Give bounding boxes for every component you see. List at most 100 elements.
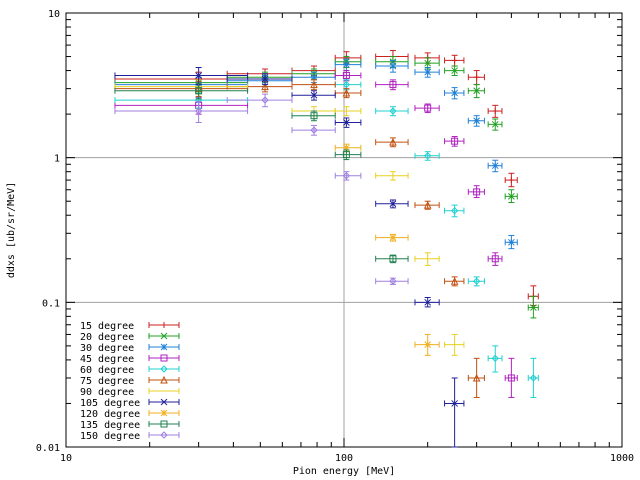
marker-cross: [451, 400, 458, 407]
marker-star: [389, 62, 397, 70]
legend-label: 75 degree: [80, 376, 134, 387]
marker-star: [508, 238, 515, 246]
legend-label: 90 degree: [80, 387, 134, 398]
data-point: [444, 65, 465, 76]
data-point: [334, 171, 362, 181]
x-axis-label: Pion energy [MeV]: [293, 466, 395, 477]
legend-label: 30 degree: [80, 343, 134, 354]
data-point: [114, 100, 249, 124]
marker-star: [343, 61, 350, 68]
y-tick-label: 1: [54, 154, 60, 165]
data-point: [527, 357, 539, 398]
data-point: [414, 103, 440, 114]
legend-entry: 120 degree: [80, 409, 180, 420]
data-point: [504, 172, 518, 188]
marker-star: [491, 162, 499, 170]
data-point: [487, 159, 503, 173]
data-marks: [114, 50, 539, 448]
data-point: [375, 233, 409, 242]
data-point: [414, 252, 440, 266]
data-point: [375, 79, 409, 91]
marker-cross: [424, 59, 432, 67]
marker-square: [160, 420, 168, 428]
legend-label: 60 degree: [80, 365, 134, 376]
data-point: [334, 117, 362, 128]
marker-diamond: [423, 152, 432, 160]
marker-diamond: [261, 96, 269, 104]
legend-entry: 15 degree: [80, 321, 180, 332]
data-point: [291, 90, 336, 101]
data-point: [226, 93, 293, 108]
legend-entry: 90 degree: [80, 387, 180, 398]
series-8: [114, 67, 465, 448]
data-point: [444, 377, 465, 448]
data-point: [467, 115, 485, 127]
marker-triangle: [342, 88, 351, 97]
marker-diamond: [194, 107, 203, 115]
data-point: [334, 106, 362, 117]
legend-entry: 75 degree: [80, 375, 180, 387]
data-point: [226, 73, 293, 86]
data-point: [444, 136, 465, 147]
data-point: [487, 104, 503, 118]
marker-diamond: [310, 126, 318, 134]
marker-diamond: [529, 374, 538, 382]
data-point: [414, 296, 440, 308]
data-point: [504, 357, 518, 398]
marker-star: [424, 68, 432, 76]
marker-cross: [424, 298, 432, 306]
marker-cross: [473, 87, 480, 95]
legend-entry: 105 degree: [80, 398, 180, 409]
x-tick-label: 10: [60, 453, 72, 464]
marker-triangle: [472, 373, 481, 382]
y-tick-label: 10: [48, 9, 60, 20]
legend-entry: 30 degree: [80, 343, 180, 354]
legend-label: 15 degree: [80, 321, 134, 332]
marker-diamond: [160, 431, 168, 439]
marker-star: [389, 234, 397, 241]
data-point: [375, 277, 409, 285]
series-10: [114, 83, 409, 264]
data-point: [114, 83, 249, 100]
axis-ticks: 10 100 1000 0.01 0.1 1 10: [36, 9, 634, 464]
y-axis-label: ddxs [ub/sr/MeV]: [6, 182, 17, 278]
data-point: [414, 333, 440, 356]
data-point: [291, 79, 336, 91]
legend-entry: 20 degree: [80, 332, 180, 343]
marker-diamond: [160, 365, 168, 373]
legend-entry: 135 degree: [80, 420, 180, 431]
legend-label: 20 degree: [80, 332, 134, 343]
marker-diamond: [342, 80, 351, 89]
legend-label: 135 degree: [80, 420, 140, 431]
marker-star: [473, 117, 480, 125]
data-point: [444, 204, 465, 218]
marker-star: [424, 341, 432, 348]
marker-star: [160, 409, 168, 417]
marker-diamond: [491, 354, 499, 363]
legend-label: 150 degree: [80, 431, 140, 442]
marker-square: [507, 374, 515, 382]
series-9: [334, 143, 440, 356]
marker-star: [160, 343, 168, 351]
marker-triangle: [160, 375, 168, 384]
series-4: [114, 70, 518, 398]
data-point: [375, 59, 409, 73]
data-point: [467, 357, 485, 398]
marker-triangle: [389, 138, 397, 146]
x-tick-label: 1000: [610, 453, 634, 464]
data-point: [375, 106, 409, 117]
legend-label: 45 degree: [80, 354, 134, 365]
legend-label: 120 degree: [80, 409, 140, 420]
data-point: [487, 252, 503, 266]
data-point: [334, 70, 362, 82]
marker-square: [195, 87, 203, 95]
marker-cross: [389, 200, 397, 208]
data-point: [375, 137, 409, 148]
legend-entry: 60 degree: [80, 365, 180, 376]
marker-cross: [530, 304, 537, 311]
y-tick-label: 0.1: [42, 298, 60, 309]
data-point: [444, 276, 465, 287]
data-point: [414, 151, 440, 161]
marker-cross: [160, 398, 168, 406]
